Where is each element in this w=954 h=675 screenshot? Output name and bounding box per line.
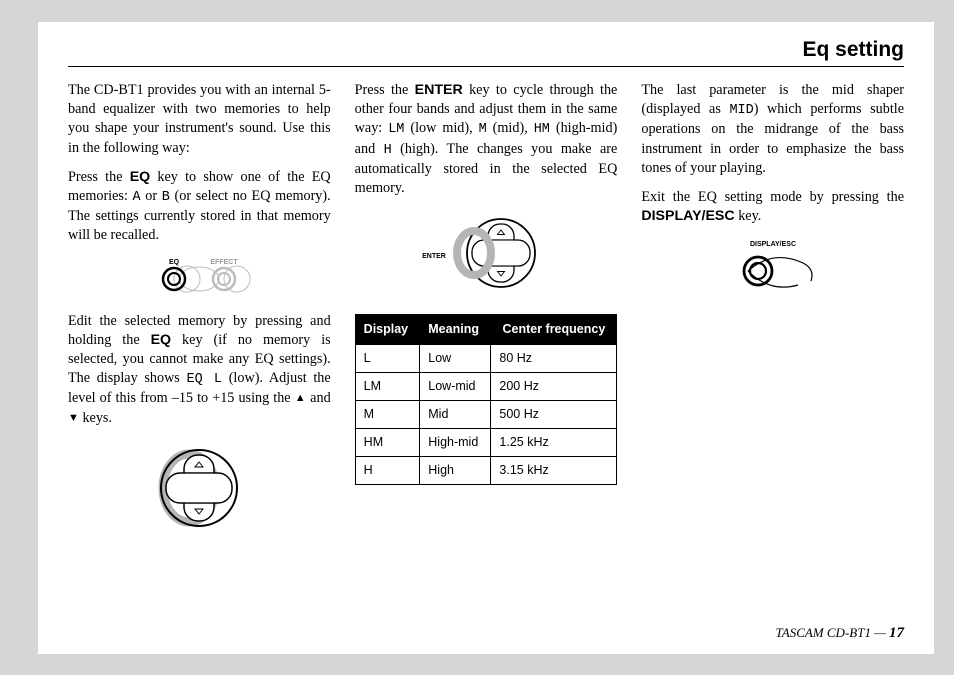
- eq-band-table: Display Meaning Center frequency LLow80 …: [355, 314, 618, 484]
- svg-text:DISPLAY/ESC: DISPLAY/ESC: [750, 241, 796, 248]
- svg-text:ENTER: ENTER: [422, 253, 446, 260]
- table-row: MMid500 Hz: [355, 400, 617, 428]
- c3-p1: The last parameter is the mid shaper (di…: [641, 81, 904, 178]
- c2-p1: Press the ENTER key to cycle through the…: [355, 81, 618, 198]
- content-columns: The CD-BT1 provides you with an internal…: [68, 81, 904, 554]
- table-row: HMHigh-mid1.25 kHz: [355, 428, 617, 456]
- c1-p1: The CD-BT1 provides you with an internal…: [68, 81, 331, 158]
- eq-effect-knob-icon: EQ EFFECT: [68, 255, 331, 301]
- c1-p2: Press the EQ key to show one of the EQ m…: [68, 168, 331, 246]
- th-display: Display: [355, 315, 420, 345]
- c1-p3: Edit the selected memory by pressing and…: [68, 312, 331, 428]
- table-row: LMLow-mid200 Hz: [355, 373, 617, 401]
- up-triangle-icon: ▲: [295, 392, 306, 404]
- page-number: 17: [889, 625, 904, 641]
- display-esc-knob-icon: DISPLAY/ESC: [641, 236, 904, 302]
- th-meaning: Meaning: [420, 315, 491, 345]
- dpad-large-icon: [68, 438, 331, 544]
- column-1: The CD-BT1 provides you with an internal…: [68, 81, 331, 554]
- page-header: Eq setting: [68, 38, 904, 67]
- table-row: LLow80 Hz: [355, 345, 617, 373]
- svg-text:EFFECT: EFFECT: [211, 259, 239, 266]
- th-freq: Center frequency: [491, 315, 617, 345]
- c3-p2: Exit the EQ setting mode by pressing the…: [641, 188, 904, 226]
- dpad-enter-icon: ENTER: [355, 208, 618, 304]
- svg-text:EQ: EQ: [169, 259, 180, 266]
- down-triangle-icon: ▼: [68, 412, 79, 424]
- footer-product: TASCAM CD-BT1 —: [775, 625, 889, 640]
- page-footer: TASCAM CD-BT1 — 17: [775, 625, 904, 642]
- page-title: Eq setting: [68, 38, 904, 62]
- column-2: Press the ENTER key to cycle through the…: [355, 81, 618, 554]
- table-row: HHigh3.15 kHz: [355, 456, 617, 484]
- column-3: The last parameter is the mid shaper (di…: [641, 81, 904, 554]
